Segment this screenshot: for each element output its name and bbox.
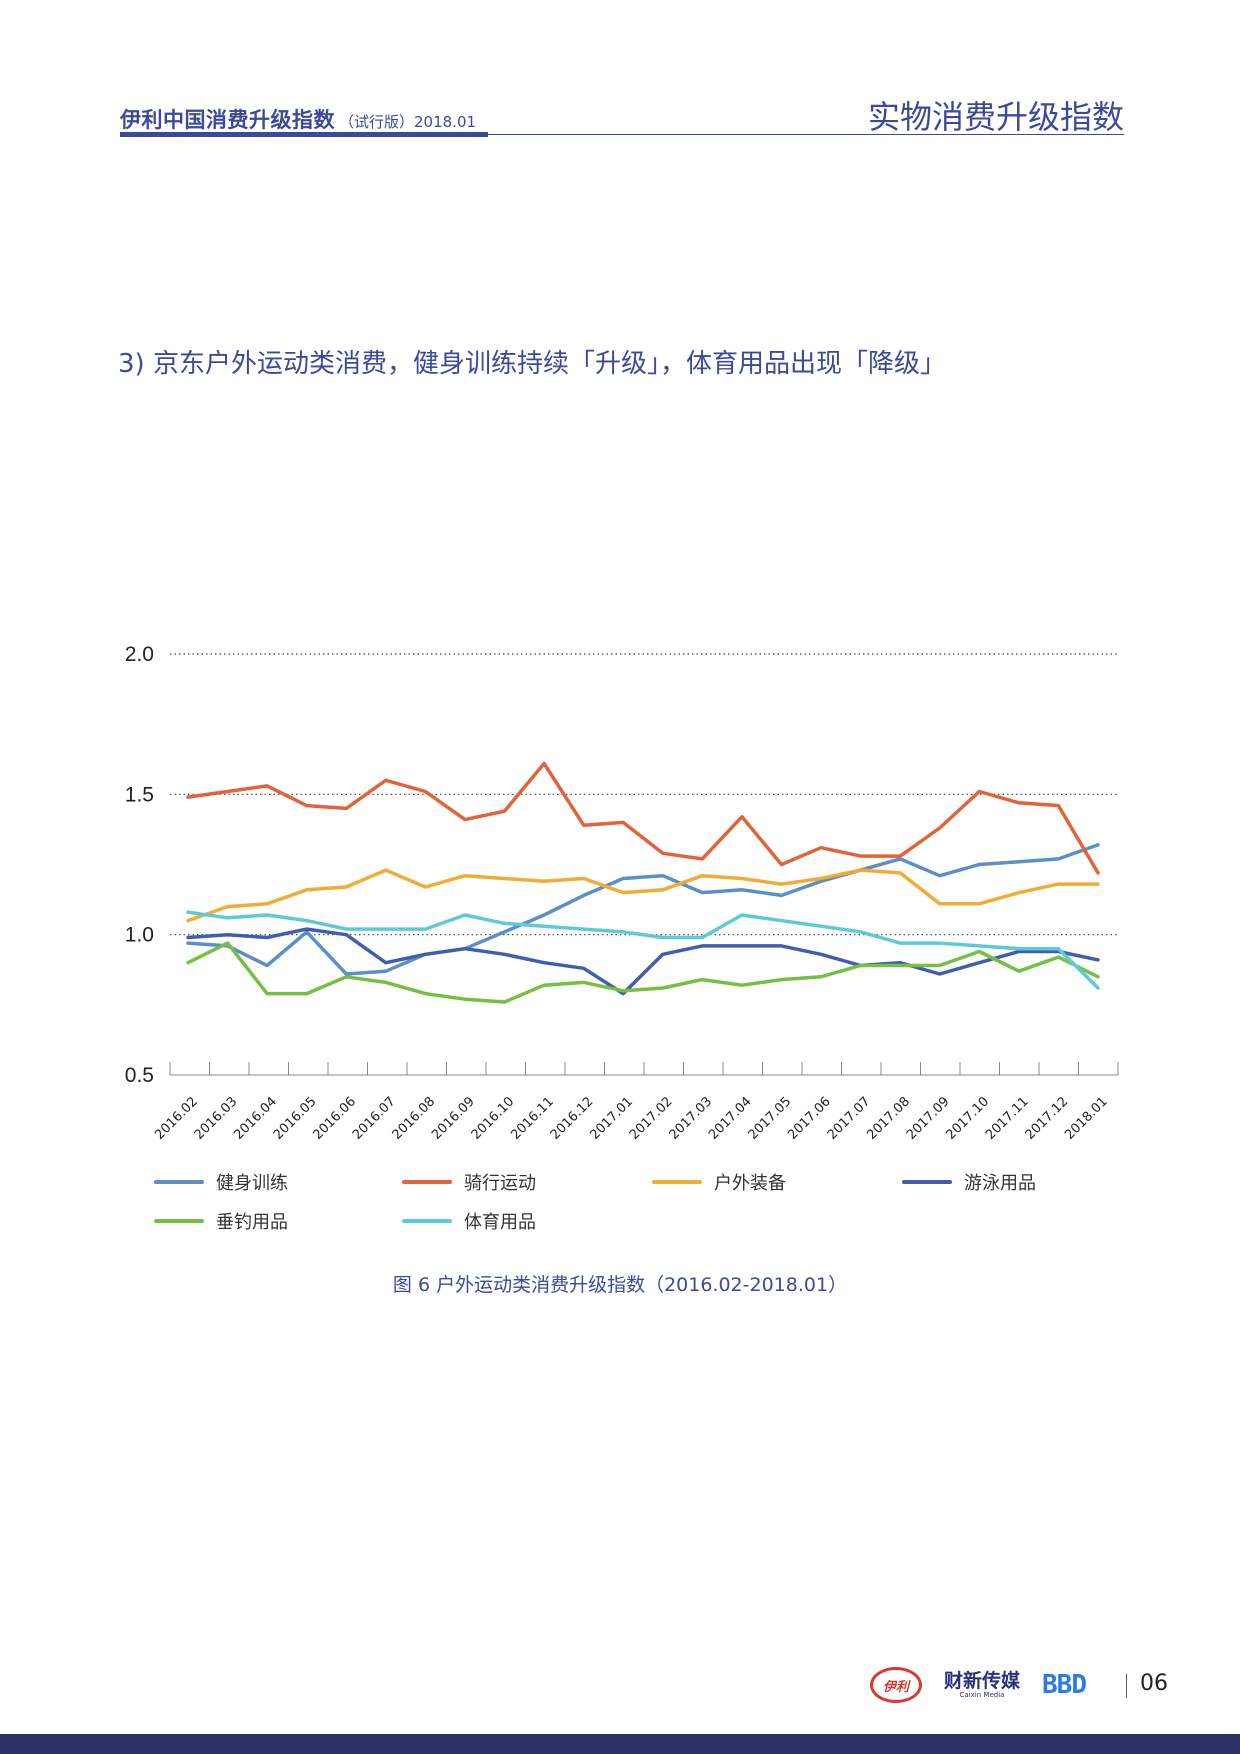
x-tick-label: 2016.02 — [152, 1094, 201, 1143]
legend-item: 户外装备 — [652, 1168, 786, 1196]
y-tick-label: 1.5 — [125, 783, 154, 806]
x-tick-label: 2016.11 — [508, 1094, 557, 1143]
legend-label: 健身训练 — [216, 1173, 288, 1194]
series-line — [186, 941, 1100, 1004]
series-line — [186, 910, 1100, 990]
line-chart: 2.0 1.5 1.0 0.5 2016.022016.032016.042016.05… — [125, 643, 1119, 1143]
x-tick-label: 2016.09 — [429, 1094, 478, 1143]
legend-swatch — [154, 1180, 204, 1184]
legend-label: 垂钓用品 — [216, 1212, 288, 1233]
report-edition: （试行版）2018.01 — [339, 113, 477, 131]
footer-separator — [1126, 1674, 1127, 1698]
legend-swatch — [402, 1180, 452, 1184]
caixin-logo-text: 财新传媒 — [944, 1670, 1021, 1692]
x-tick-label: 2017.07 — [825, 1094, 874, 1143]
x-tick-label: 2017.10 — [944, 1094, 993, 1143]
legend-label: 体育用品 — [464, 1212, 536, 1233]
x-tick-label: 2017.01 — [587, 1094, 636, 1143]
series-line — [186, 868, 1100, 923]
legend-label: 户外装备 — [714, 1173, 786, 1194]
series-line — [186, 761, 1100, 875]
page-number: 06 — [1140, 1671, 1168, 1696]
legend-label: 骑行运动 — [464, 1173, 536, 1194]
x-tick-label: 2016.05 — [271, 1094, 320, 1143]
x-tick-label: 2017.05 — [746, 1094, 795, 1143]
x-tick-label: 2017.12 — [1023, 1094, 1072, 1143]
x-tick-label: 2017.11 — [983, 1094, 1032, 1143]
legend-label: 游泳用品 — [964, 1173, 1036, 1194]
series-line — [186, 927, 1100, 996]
caixin-logo: 财新传媒 Caixin Media — [944, 1671, 1020, 1699]
legend-swatch — [902, 1180, 952, 1184]
x-tick-label: 2017.03 — [667, 1094, 716, 1143]
header-rule — [120, 134, 1124, 135]
legend-item: 垂钓用品 — [154, 1207, 288, 1235]
report-brand: 伊利中国消费升级指数 — [120, 108, 335, 132]
section-header: 实物消费升级指数 — [867, 98, 1124, 136]
legend-item: 骑行运动 — [402, 1168, 536, 1196]
legend-swatch — [154, 1219, 204, 1223]
x-tick-label: 2017.04 — [706, 1094, 755, 1143]
figure-caption: 图 6 户外运动类消费升级指数（2016.02-2018.01） — [392, 1274, 848, 1296]
x-tick-label: 2017.06 — [785, 1094, 834, 1143]
legend-swatch — [402, 1219, 452, 1223]
bbd-logo: BBD — [1042, 1670, 1087, 1700]
series-line — [186, 843, 1100, 976]
legend-item: 游泳用品 — [902, 1168, 1036, 1196]
section-title: 3) 京东户外运动类消费，健身训练持续「升级」，体育用品出现「降级」 — [118, 349, 946, 379]
x-tick-label: 2016.08 — [390, 1094, 439, 1143]
y-tick-label: 2.0 — [125, 643, 154, 666]
x-tick-label: 2017.02 — [627, 1094, 676, 1143]
x-tick-label: 2016.04 — [231, 1094, 280, 1143]
x-tick-label: 2016.12 — [548, 1094, 597, 1143]
legend-swatch — [652, 1180, 702, 1184]
x-tick-label: 2018.01 — [1062, 1094, 1111, 1143]
report-header-title: 伊利中国消费升级指数 （试行版）2018.01 — [120, 104, 476, 134]
footer-bar — [0, 1734, 1240, 1754]
yili-logo: 伊利 — [870, 1667, 922, 1703]
header-accent-bar — [120, 132, 488, 137]
x-tick-label: 2017.09 — [904, 1094, 953, 1143]
legend-item: 体育用品 — [402, 1207, 536, 1235]
x-tick-label: 2016.03 — [192, 1094, 241, 1143]
x-tick-label: 2016.07 — [350, 1094, 399, 1143]
legend-item: 健身训练 — [154, 1168, 288, 1196]
caixin-logo-subtext: Caixin Media — [959, 1691, 1005, 1699]
x-tick-label: 2017.08 — [864, 1094, 913, 1143]
y-tick-label: 1.0 — [125, 924, 154, 947]
x-tick-label: 2016.06 — [310, 1094, 359, 1143]
y-tick-label: 0.5 — [125, 1064, 154, 1087]
x-tick-label: 2016.10 — [469, 1094, 518, 1143]
footer-logos: 伊利 财新传媒 Caixin Media BBD — [870, 1665, 1087, 1705]
